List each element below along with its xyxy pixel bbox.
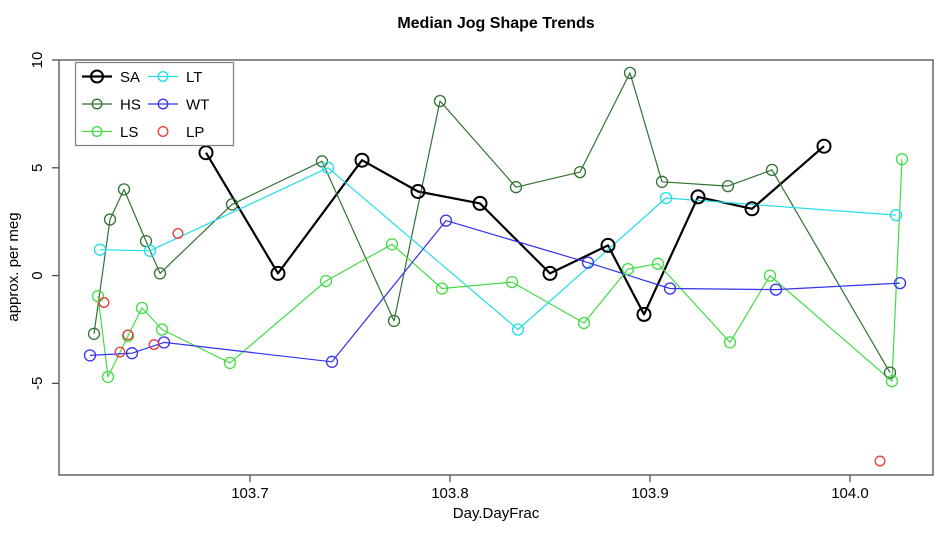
- series-HS-point: [655, 175, 669, 188]
- series-WT-line: [89, 220, 901, 363]
- series-SA-point: [744, 201, 760, 217]
- series-WT-point: [439, 214, 453, 227]
- series-LP-point: [114, 346, 126, 358]
- series-LP-point: [148, 339, 160, 351]
- series-LS-point: [101, 370, 115, 384]
- series-SA-point: [472, 195, 488, 211]
- series-LS-point: [435, 282, 449, 295]
- chart-title: Median Jog Shape Trends: [397, 15, 595, 32]
- series-SA-point: [542, 265, 558, 281]
- series-WT-point: [581, 256, 595, 269]
- series-LT-point: [659, 191, 673, 205]
- legend-HS-label: HS: [120, 97, 141, 114]
- y-axis-label: approx. per meg: [5, 212, 22, 322]
- x-tick-label: 103.7: [231, 485, 269, 502]
- x-tick-label: 103.9: [631, 485, 669, 502]
- x-axis-label: Day.DayFrac: [452, 505, 540, 522]
- series-LT-point: [93, 243, 107, 256]
- series-HS-point: [387, 314, 401, 328]
- series-HS-point: [721, 179, 735, 193]
- series-WT-point: [663, 282, 677, 295]
- legend-LP-label: LP: [186, 124, 204, 141]
- series-SA-point: [410, 184, 426, 199]
- legend-LS-marker: [91, 126, 103, 137]
- series-LS-point: [223, 356, 237, 370]
- legend-LT-marker: [157, 71, 169, 82]
- legend-LT-label: LT: [186, 69, 202, 86]
- series-SA-point: [270, 265, 286, 281]
- series-LS-point: [319, 274, 333, 288]
- x-tick-label: 103.8: [431, 485, 469, 502]
- series-LP-point: [98, 297, 110, 308]
- series-LS-point: [155, 323, 169, 336]
- series-HS-point: [103, 213, 117, 226]
- series-LS-point: [651, 257, 665, 270]
- series-LT-point: [321, 161, 335, 174]
- series-HS-point: [509, 181, 523, 194]
- series-LS-point: [135, 301, 149, 315]
- series-SA-point: [636, 306, 652, 322]
- series-WT-point: [769, 283, 783, 296]
- series-SA-line: [205, 145, 825, 316]
- legend-LS-label: LS: [120, 124, 138, 141]
- plot-frame: [58, 59, 934, 476]
- series-LS-point: [885, 375, 899, 388]
- series-LS-line: [97, 159, 903, 382]
- series-LS-point: [505, 275, 519, 289]
- y-tick-label: 10: [29, 52, 46, 69]
- series-LS-point: [763, 269, 777, 282]
- series-LP-point: [122, 329, 134, 341]
- series-WT-point: [157, 336, 171, 349]
- y-tick-label: 0: [29, 271, 46, 279]
- y-tick-label: -5: [29, 377, 46, 390]
- series-LS-point: [723, 336, 737, 349]
- legend-WT-label: WT: [186, 97, 209, 114]
- series-LT-point: [511, 323, 525, 336]
- legend-SA-label: SA: [120, 69, 140, 86]
- series-LT-line: [99, 167, 897, 331]
- series-HS-point: [573, 165, 587, 179]
- legend-LP-marker: [157, 126, 169, 137]
- x-tick-label: 104.0: [831, 485, 869, 502]
- series-LS-point: [895, 153, 909, 166]
- series-HS-point: [433, 94, 447, 108]
- series-LT-point: [889, 209, 903, 222]
- series-LS-point: [577, 316, 591, 330]
- series-LS-point: [385, 238, 399, 251]
- series-SA-point: [816, 138, 832, 154]
- series-LT-point: [143, 244, 157, 257]
- series-HS-line: [93, 72, 891, 373]
- series-LS-point: [621, 262, 635, 276]
- y-tick-label: 5: [29, 164, 46, 172]
- legend-HS-marker: [91, 98, 103, 110]
- series-LP-point: [172, 228, 184, 239]
- series-LP-point: [874, 455, 886, 467]
- series-WT-point: [893, 276, 907, 290]
- series-SA-point: [690, 189, 706, 205]
- series-HS-point: [883, 366, 897, 379]
- series-HS-point: [765, 163, 779, 177]
- series-HS-point: [117, 183, 131, 196]
- series-HS-point: [153, 267, 167, 280]
- legend-WT-marker: [157, 98, 169, 110]
- series-SA-point: [600, 237, 616, 253]
- series-WT-point: [125, 347, 139, 360]
- series-HS-point: [623, 66, 637, 80]
- legend-SA-marker: [90, 69, 104, 84]
- series-SA-point: [354, 152, 370, 168]
- series-WT-point: [325, 355, 339, 368]
- series-LS-point: [91, 289, 105, 303]
- series-SA-point: [198, 145, 214, 161]
- series-HS-point: [87, 327, 101, 340]
- series-WT-point: [83, 349, 97, 362]
- series-HS-point: [225, 198, 239, 211]
